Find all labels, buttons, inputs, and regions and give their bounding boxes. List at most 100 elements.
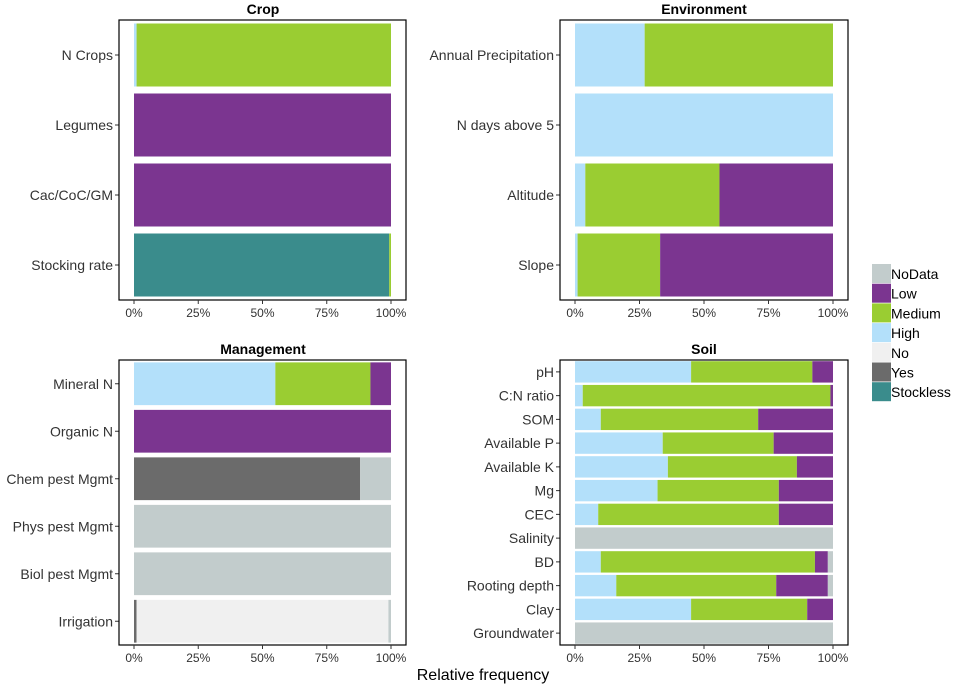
bar-segment-nodata [575, 622, 833, 644]
bar-segment-nodata [388, 599, 391, 643]
category-label: Stocking rate [31, 257, 113, 273]
bar-segment-low [370, 362, 391, 406]
x-tick-label: 0% [125, 651, 143, 665]
category-label: N days above 5 [457, 117, 554, 133]
category-label: pH [536, 364, 554, 380]
bar-segment-nodata [360, 457, 391, 501]
bar-row [134, 552, 391, 596]
bar-segment-medium [582, 384, 831, 407]
bar-segment-high [134, 362, 276, 406]
legend-swatch [872, 264, 891, 283]
bar-segment-medium [662, 432, 774, 454]
category-label: C:N ratio [499, 388, 554, 404]
panel-title-soil: Soil [691, 341, 717, 357]
bar-row [575, 479, 833, 502]
legend-item-nodata: NoData [872, 264, 939, 283]
legend-item-low: Low [872, 283, 918, 303]
panel-environment: Environment Annual Precipitation N days ab… [429, 1, 848, 320]
legend-swatch [872, 323, 891, 343]
category-label: Phys pest Mgmt [13, 518, 113, 534]
bar-segment-medium [598, 503, 779, 526]
legend-swatch [872, 303, 891, 323]
bar-segment-nodata [827, 551, 833, 573]
bar-segment-nodata [575, 527, 833, 549]
panel-title-crop: Crop [247, 1, 280, 17]
bar-segment-high [575, 384, 583, 407]
bar-segment-low [778, 503, 833, 526]
bar-segment-low [814, 551, 828, 573]
x-tick-label: 25% [627, 651, 651, 665]
x-axis-title: Relative frequency [417, 667, 550, 684]
x-tick-label: 25% [186, 306, 210, 320]
bar-row [575, 432, 833, 454]
legend-swatch [872, 283, 891, 303]
legend-swatch [872, 362, 891, 382]
x-tick-label: 0% [566, 306, 584, 320]
bar-row [134, 163, 391, 227]
bar-segment-yes [134, 457, 361, 501]
legend-label: No [891, 345, 909, 361]
x-tick-label: 50% [250, 306, 274, 320]
bar-segment-high [575, 361, 692, 383]
bar-row [134, 362, 391, 406]
panel-crop: Crop N Crops Legumes Cac/CoC/GM Stocking rat… [30, 1, 407, 320]
bar-row [134, 409, 391, 453]
category-label: Annual Precipitation [429, 47, 554, 63]
x-tick-label: 0% [125, 306, 143, 320]
x-tick-label: 75% [756, 651, 780, 665]
bar-segment-high [575, 432, 663, 454]
bar-segment-medium [616, 574, 777, 597]
bar-segment-low [773, 432, 833, 454]
bar-row [575, 456, 833, 478]
x-tick-label: 100% [818, 306, 849, 320]
bar-segment-high [575, 503, 599, 526]
category-label: Mineral N [53, 376, 113, 392]
bar-segment-medium [667, 456, 797, 478]
bar-segment-medium [657, 479, 779, 502]
bar-segment-medium [600, 408, 759, 431]
bar-segment-medium [577, 233, 661, 297]
x-tick-label: 100% [376, 651, 407, 665]
bar-segment-low [778, 479, 833, 502]
category-label: Biol pest Mgmt [20, 566, 113, 582]
x-tick-label: 75% [756, 306, 780, 320]
bar-segment-medium [275, 362, 371, 406]
bar-segment-high [575, 479, 658, 502]
panel-management: Management Mineral N Organic N Chem pest Mg… [6, 341, 406, 665]
bar-segment-high [575, 574, 617, 597]
category-label: Altitude [507, 187, 554, 203]
category-label: Slope [518, 257, 554, 273]
bar-segment-medium [389, 233, 391, 297]
bar-row [134, 599, 391, 643]
bar-segment-medium [585, 163, 720, 227]
bar-row [575, 503, 833, 526]
legend-swatch [872, 342, 891, 362]
bar-segment-low [807, 598, 833, 621]
category-label: Chem pest Mgmt [6, 471, 113, 487]
category-label: Groundwater [473, 625, 554, 641]
bar-row [134, 233, 391, 297]
x-tick-label: 100% [818, 651, 849, 665]
category-label: Available P [484, 435, 554, 451]
category-label: Rooting depth [467, 578, 554, 594]
bar-segment-high [575, 23, 645, 87]
bar-segment-low [776, 574, 828, 597]
x-tick-label: 25% [186, 651, 210, 665]
x-tick-label: 75% [315, 306, 339, 320]
legend-item-no: No [872, 342, 909, 362]
bar-row [575, 163, 833, 227]
bar-segment-low [758, 408, 833, 431]
bar-segment-medium [644, 23, 833, 87]
bar-row [575, 527, 833, 549]
bar-segment-medium [136, 23, 391, 87]
category-label: SOM [522, 411, 554, 427]
bar-segment-stockless [134, 233, 390, 297]
legend: NoData Low Medium High No Yes Stockless [872, 264, 951, 402]
bar-row [575, 23, 833, 87]
bar-segment-high [134, 23, 137, 87]
bar-segment-high [575, 456, 668, 478]
x-tick-label: 25% [627, 306, 651, 320]
category-label: Available K [484, 459, 554, 475]
category-label: Legumes [55, 117, 113, 133]
